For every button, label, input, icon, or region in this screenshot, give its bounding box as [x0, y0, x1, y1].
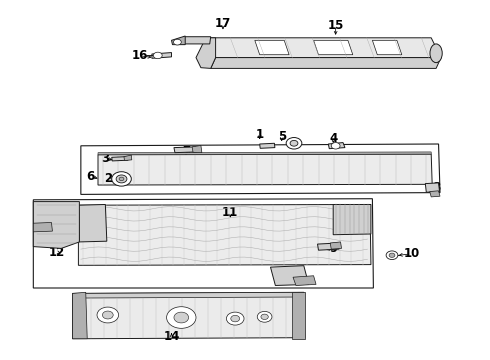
Text: 16: 16 — [131, 49, 148, 62]
Polygon shape — [174, 147, 197, 153]
Polygon shape — [211, 58, 441, 68]
Circle shape — [290, 140, 298, 146]
Polygon shape — [430, 191, 440, 197]
Polygon shape — [78, 204, 107, 242]
Polygon shape — [372, 40, 402, 55]
Text: 4: 4 — [329, 132, 337, 145]
Circle shape — [116, 175, 127, 183]
Polygon shape — [206, 38, 441, 58]
Circle shape — [97, 307, 119, 323]
Text: 17: 17 — [215, 17, 231, 30]
Polygon shape — [425, 183, 440, 192]
Text: 12: 12 — [48, 246, 65, 258]
Circle shape — [167, 307, 196, 328]
Polygon shape — [255, 40, 289, 55]
Polygon shape — [98, 152, 431, 155]
Circle shape — [386, 251, 398, 260]
Polygon shape — [270, 266, 309, 285]
Polygon shape — [328, 143, 345, 149]
Polygon shape — [124, 155, 132, 161]
Circle shape — [389, 253, 395, 257]
Polygon shape — [330, 242, 342, 249]
Circle shape — [226, 312, 244, 325]
Polygon shape — [192, 145, 202, 153]
Polygon shape — [33, 222, 52, 232]
Text: 10: 10 — [403, 247, 420, 260]
Text: 9: 9 — [329, 242, 337, 255]
Polygon shape — [73, 292, 87, 339]
Polygon shape — [98, 154, 432, 185]
Text: 5: 5 — [278, 130, 286, 143]
Polygon shape — [172, 36, 185, 45]
Text: 14: 14 — [163, 330, 180, 343]
Circle shape — [257, 311, 272, 322]
Circle shape — [286, 138, 302, 149]
Polygon shape — [318, 243, 339, 250]
Polygon shape — [260, 143, 275, 148]
Polygon shape — [73, 292, 304, 298]
Text: 13: 13 — [276, 269, 293, 282]
Circle shape — [261, 314, 269, 320]
Circle shape — [119, 177, 124, 181]
Circle shape — [231, 315, 240, 322]
Text: 8: 8 — [432, 181, 440, 194]
Polygon shape — [196, 38, 216, 68]
Text: 15: 15 — [327, 19, 344, 32]
Text: 3: 3 — [101, 152, 109, 165]
Circle shape — [112, 172, 131, 186]
Circle shape — [102, 311, 113, 319]
Polygon shape — [183, 37, 211, 44]
Polygon shape — [78, 204, 371, 265]
Text: 1: 1 — [256, 129, 264, 141]
Text: 11: 11 — [222, 206, 239, 219]
Circle shape — [153, 52, 162, 59]
Polygon shape — [152, 53, 172, 58]
Polygon shape — [33, 202, 79, 248]
Circle shape — [331, 143, 340, 149]
Polygon shape — [314, 40, 353, 55]
Polygon shape — [333, 204, 371, 235]
Polygon shape — [73, 292, 305, 339]
Text: 2: 2 — [104, 172, 112, 185]
Text: 6: 6 — [87, 170, 95, 183]
Polygon shape — [112, 157, 128, 161]
Text: 7: 7 — [182, 145, 190, 158]
Circle shape — [174, 312, 189, 323]
Ellipse shape — [430, 44, 442, 63]
Circle shape — [173, 39, 181, 45]
Polygon shape — [293, 276, 316, 285]
Polygon shape — [292, 292, 305, 339]
